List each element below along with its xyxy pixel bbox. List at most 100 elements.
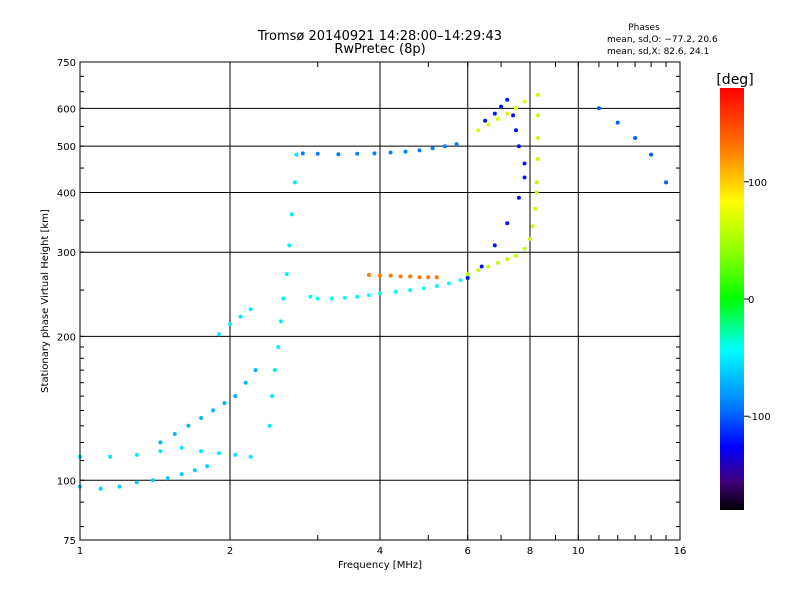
colorbar-label: [deg] bbox=[716, 72, 753, 88]
data-point bbox=[165, 476, 170, 481]
x-axis-label: Frequency [MHz] bbox=[338, 560, 422, 571]
data-point bbox=[366, 272, 371, 277]
data-point bbox=[430, 146, 435, 151]
data-point bbox=[505, 221, 510, 226]
data-point bbox=[134, 480, 139, 485]
data-point bbox=[98, 486, 103, 491]
data-point bbox=[530, 224, 535, 229]
data-point bbox=[281, 296, 286, 301]
x-tick-label: 2 bbox=[227, 546, 233, 557]
data-point bbox=[199, 449, 204, 454]
data-point bbox=[421, 286, 426, 291]
data-point bbox=[366, 293, 371, 298]
data-point bbox=[228, 322, 232, 327]
data-point bbox=[267, 423, 272, 428]
y-tick-label: 100 bbox=[57, 476, 76, 487]
data-point bbox=[426, 275, 431, 280]
data-point bbox=[483, 118, 488, 123]
data-point bbox=[233, 452, 238, 457]
y-tick-label: 500 bbox=[57, 142, 76, 153]
data-point bbox=[522, 246, 527, 251]
data-point bbox=[238, 314, 243, 319]
data-point bbox=[243, 380, 248, 385]
data-point bbox=[516, 195, 521, 200]
data-point bbox=[496, 117, 500, 121]
data-point bbox=[534, 190, 539, 195]
y-tick-label: 600 bbox=[57, 104, 76, 115]
grid-lines bbox=[80, 62, 680, 540]
chart-title: Tromsø 20140921 14:28:00–14:29:43 bbox=[257, 29, 502, 44]
data-point bbox=[492, 111, 497, 116]
data-point bbox=[378, 291, 382, 296]
data-point bbox=[315, 151, 320, 156]
data-point bbox=[505, 257, 510, 262]
data-point bbox=[222, 401, 227, 406]
data-point bbox=[248, 454, 253, 459]
data-point bbox=[522, 99, 527, 104]
data-point bbox=[486, 264, 491, 269]
phase-heading: Phases bbox=[628, 23, 660, 33]
phase-stats-x: mean, sd,X: 82.6, 24.1 bbox=[607, 47, 709, 57]
data-point bbox=[417, 275, 422, 280]
data-point bbox=[615, 120, 620, 125]
y-tick-label: 75 bbox=[63, 536, 76, 547]
data-point bbox=[533, 206, 538, 211]
data-points bbox=[78, 92, 668, 491]
colorbar-tick-label: 0 bbox=[748, 295, 754, 306]
y-axis-label: Stationary phase Virtual Height [km] bbox=[40, 209, 51, 393]
data-point bbox=[233, 394, 238, 399]
data-point bbox=[179, 472, 184, 477]
data-point bbox=[528, 236, 532, 241]
data-point bbox=[496, 260, 500, 265]
x-axis-ticks: 1 2 4 6 8 10 16 bbox=[77, 62, 687, 557]
phase-stats-o: mean, sd,O: −77.2, 20.6 bbox=[607, 35, 718, 45]
data-point bbox=[388, 273, 393, 278]
data-point bbox=[270, 394, 275, 399]
data-point bbox=[342, 295, 347, 300]
data-point bbox=[476, 268, 481, 273]
data-point bbox=[536, 136, 540, 140]
colorbar-tick-label: 100 bbox=[748, 178, 767, 189]
data-point bbox=[292, 180, 297, 185]
data-point bbox=[522, 161, 527, 166]
colorbar-ticks: 100 0 -100 bbox=[744, 178, 771, 423]
data-point bbox=[476, 128, 481, 133]
x-tick-label: 10 bbox=[572, 546, 585, 557]
data-point bbox=[150, 478, 155, 483]
data-point bbox=[336, 152, 341, 157]
data-point bbox=[287, 243, 292, 248]
x-tick-label: 16 bbox=[674, 546, 687, 557]
data-point bbox=[465, 272, 470, 277]
data-point bbox=[505, 111, 510, 116]
data-point bbox=[284, 272, 289, 277]
data-point bbox=[393, 289, 398, 294]
data-point bbox=[179, 445, 184, 450]
data-point bbox=[486, 122, 491, 127]
data-point bbox=[408, 288, 413, 293]
data-point bbox=[458, 278, 463, 283]
colorbar bbox=[720, 88, 744, 510]
data-point bbox=[514, 253, 518, 258]
data-point bbox=[211, 408, 216, 413]
data-point bbox=[633, 136, 638, 140]
data-point bbox=[596, 106, 601, 111]
data-point bbox=[398, 274, 403, 279]
data-point bbox=[355, 151, 360, 156]
x-tick-label: 6 bbox=[465, 546, 471, 557]
x-tick-label: 8 bbox=[527, 546, 533, 557]
data-point bbox=[372, 151, 377, 156]
data-point bbox=[216, 451, 221, 456]
chart-subtitle: RwPretec (8p) bbox=[334, 42, 425, 57]
data-point bbox=[294, 152, 299, 157]
data-point bbox=[134, 452, 139, 457]
data-point bbox=[388, 150, 393, 155]
data-point bbox=[465, 276, 470, 280]
data-point bbox=[158, 449, 163, 454]
x-tick-label: 1 bbox=[77, 546, 83, 557]
data-point bbox=[417, 148, 422, 153]
data-point bbox=[522, 175, 527, 180]
data-point bbox=[205, 464, 210, 469]
data-point bbox=[158, 440, 163, 445]
data-point bbox=[446, 281, 451, 286]
